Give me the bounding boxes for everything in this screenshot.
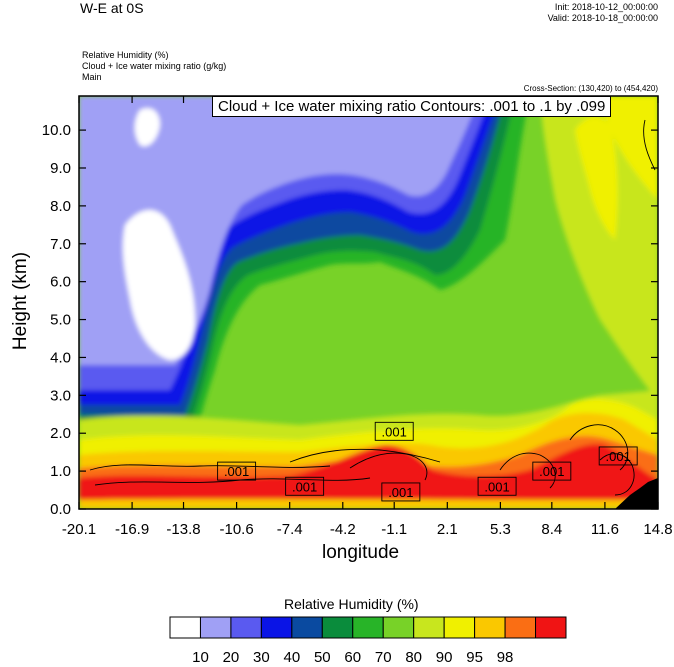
colorbar-swatch (535, 616, 567, 639)
contour-label: .001 (539, 464, 564, 479)
chart-title: W-E at 0S (80, 0, 144, 16)
y-tick-label: 3.0 (50, 387, 71, 404)
y-tick-label: 0.0 (50, 501, 71, 518)
contour-info-box: Cloud + Ice water mixing ratio Contours:… (212, 96, 612, 117)
contour-labels: .001 .001 .001 .001 .001 .001 .001 (217, 421, 638, 502)
field-line-main: Main (82, 72, 102, 82)
y-tick-label: 1.0 (50, 463, 71, 480)
y-tick-label: 6.0 (50, 274, 71, 291)
y-axis-label: Height (km) (10, 251, 32, 351)
colorbar-level: 95 (466, 649, 483, 666)
contour-label-box (477, 476, 517, 496)
colorbar-level: 30 (253, 649, 270, 666)
contour-label-box (374, 421, 414, 441)
colorbar-swatch (260, 616, 293, 639)
x-tick-label: 2.1 (437, 521, 458, 538)
colorbar-level: 98 (497, 649, 514, 666)
colorbar-swatch (321, 616, 354, 639)
x-tick-label: -4.2 (330, 521, 356, 538)
x-tick-label: 8.4 (541, 521, 562, 538)
colorbar-swatch (474, 616, 506, 639)
x-tick-label: 5.3 (490, 521, 511, 538)
colorbar-swatch (413, 616, 445, 639)
colorbar-swatch (382, 616, 415, 639)
x-axis-label: longitude (322, 542, 400, 563)
colorbar-swatch (230, 616, 262, 639)
colorbar-level: 60 (344, 649, 361, 666)
colorbar-level: 80 (405, 649, 422, 666)
contour-label: .001 (606, 449, 631, 464)
colorbar-level: 90 (436, 649, 453, 666)
colorbar: 10 20 30 40 50 60 70 80 90 95 98 (169, 616, 567, 666)
rh-field (79, 96, 658, 509)
colorbar-swatch (291, 616, 323, 639)
y-tick-label: 10.0 (42, 122, 71, 139)
contour-label: .001 (388, 485, 413, 500)
x-tick-label: -13.8 (166, 521, 200, 538)
y-axis: 0.0 1.0 2.0 3.0 4.0 5.0 6.0 7.0 8.0 9.0 10.0 (42, 122, 658, 518)
contour-label-box (285, 476, 325, 496)
contour-label-box (532, 461, 572, 481)
colorbar-level: 20 (223, 649, 240, 666)
y-tick-label: 2.0 (50, 425, 71, 442)
x-tick-label: -20.1 (62, 521, 96, 538)
colorbar-swatch (504, 616, 537, 639)
x-tick-label: 11.6 (591, 521, 619, 538)
field-line-rh: Relative Humidity (%) (82, 50, 169, 60)
x-tick-label: -10.6 (220, 521, 254, 538)
y-tick-label: 9.0 (50, 160, 71, 177)
y-tick-label: 4.0 (50, 349, 71, 366)
field-line-cloud: Cloud + Ice water mixing ratio (g/kg) (82, 61, 227, 71)
contour-label: .001 (292, 479, 317, 494)
x-tick-label: 14.8 (643, 521, 672, 538)
x-tick-label: -7.4 (277, 521, 303, 538)
colorbar-level: 10 (192, 649, 209, 666)
colorbar-swatch (199, 616, 232, 639)
terrain (615, 478, 658, 509)
colorbar-level: 70 (375, 649, 392, 666)
colorbar-level: 50 (314, 649, 331, 666)
contour-label-box (217, 461, 257, 481)
y-tick-label: 8.0 (50, 198, 71, 215)
colorbar-level: 40 (284, 649, 301, 666)
contour-label: .001 (382, 424, 407, 439)
contour-label-box (381, 482, 421, 502)
contour-label-box (598, 446, 638, 466)
contour-label: .001 (224, 464, 249, 479)
x-axis: -20.1 -16.9 -13.8 -10.6 -7.4 -4.2 -1.1 2.1 5.3 8.… (62, 96, 673, 538)
colorbar-swatch (169, 616, 201, 639)
x-tick-label: -16.9 (115, 521, 149, 538)
init-time: Init: 2018-10-12_00:00:00 (554, 2, 658, 12)
valid-time: Valid: 2018-10-18_00:00:00 (547, 13, 658, 23)
y-tick-label: 5.0 (50, 312, 71, 329)
x-tick-label: -1.1 (381, 521, 407, 538)
colorbar-title: Relative Humidity (%) (284, 596, 419, 612)
colorbar-swatch (443, 616, 476, 639)
contour-label: .001 (484, 479, 509, 494)
y-tick-label: 7.0 (50, 236, 71, 253)
cross-section-label: Cross-Section: (130,420) to (454,420) (523, 84, 658, 93)
colorbar-swatch (352, 616, 384, 639)
